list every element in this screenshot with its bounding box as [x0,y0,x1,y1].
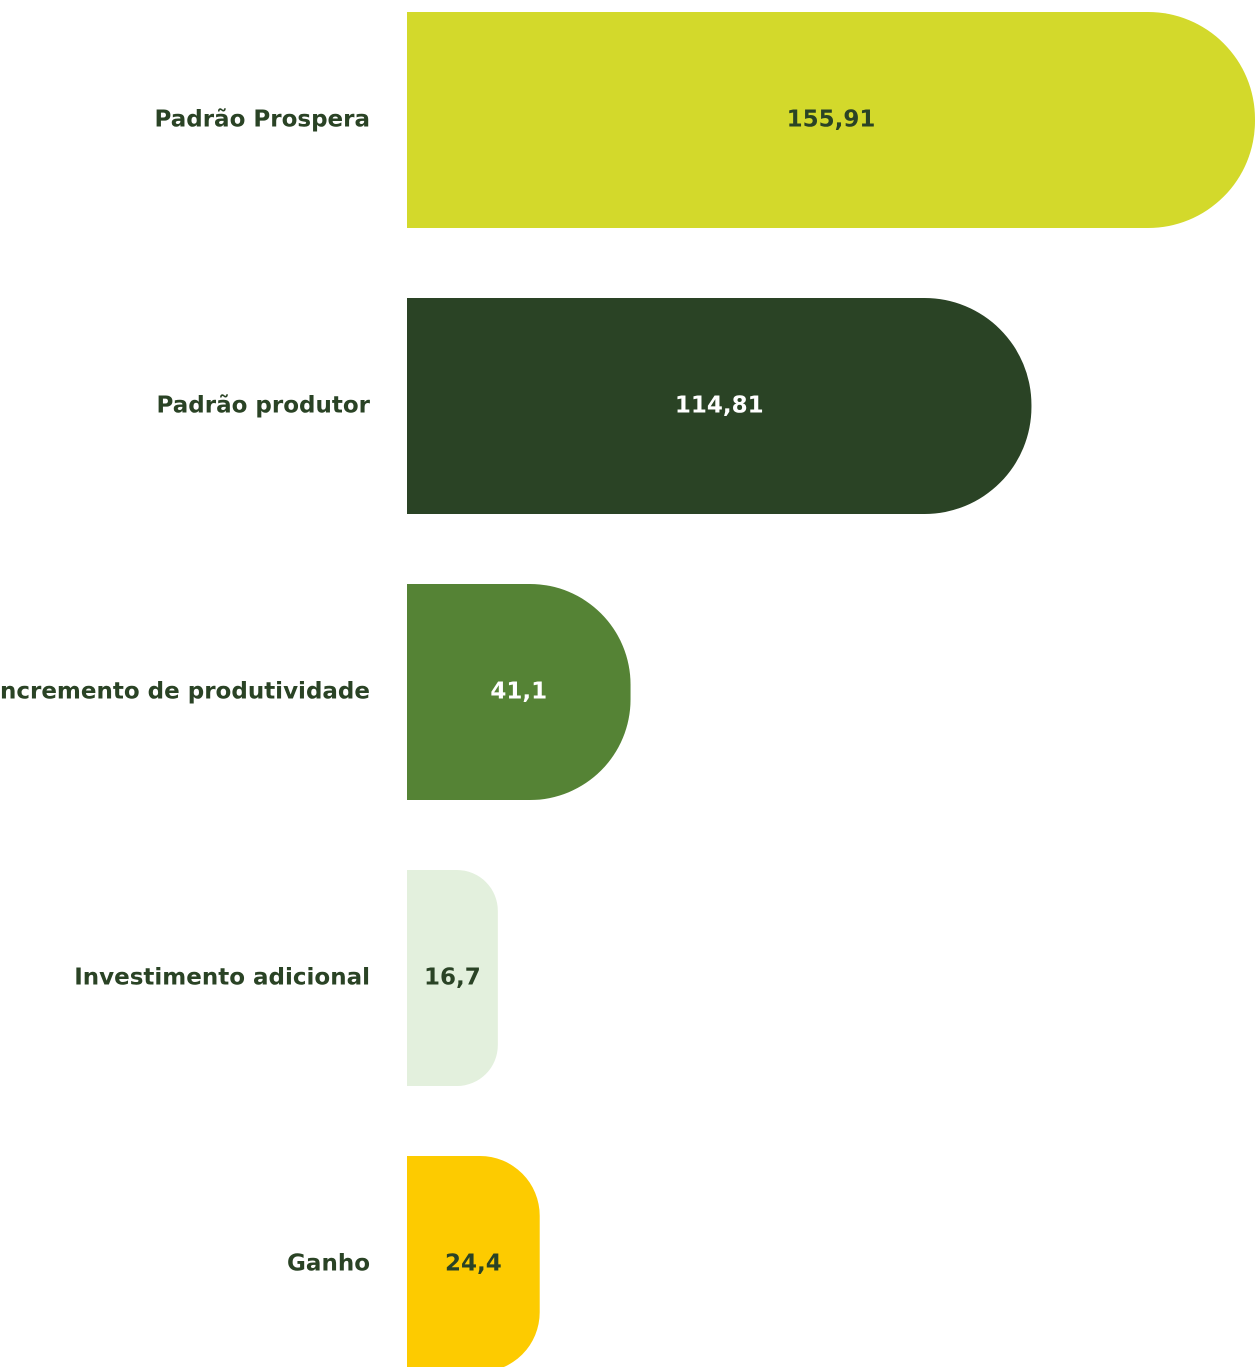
bar [407,298,1032,514]
category-label: Incremento de produtividade [0,679,370,705]
value-label: 155,91 [787,107,876,133]
category-label: Padrão produtor [157,393,371,419]
bar [407,12,1255,228]
category-label: Padrão Prospera [154,107,370,133]
bar [407,869,498,1086]
value-label: 114,81 [675,393,764,419]
category-label: Ganho [287,1251,370,1277]
value-label: 41,1 [490,679,547,705]
category-label: Investimento adicional [74,965,370,991]
bar [407,584,631,800]
bar [407,1156,540,1367]
value-label: 24,4 [445,1251,502,1277]
value-label: 16,7 [424,965,481,991]
